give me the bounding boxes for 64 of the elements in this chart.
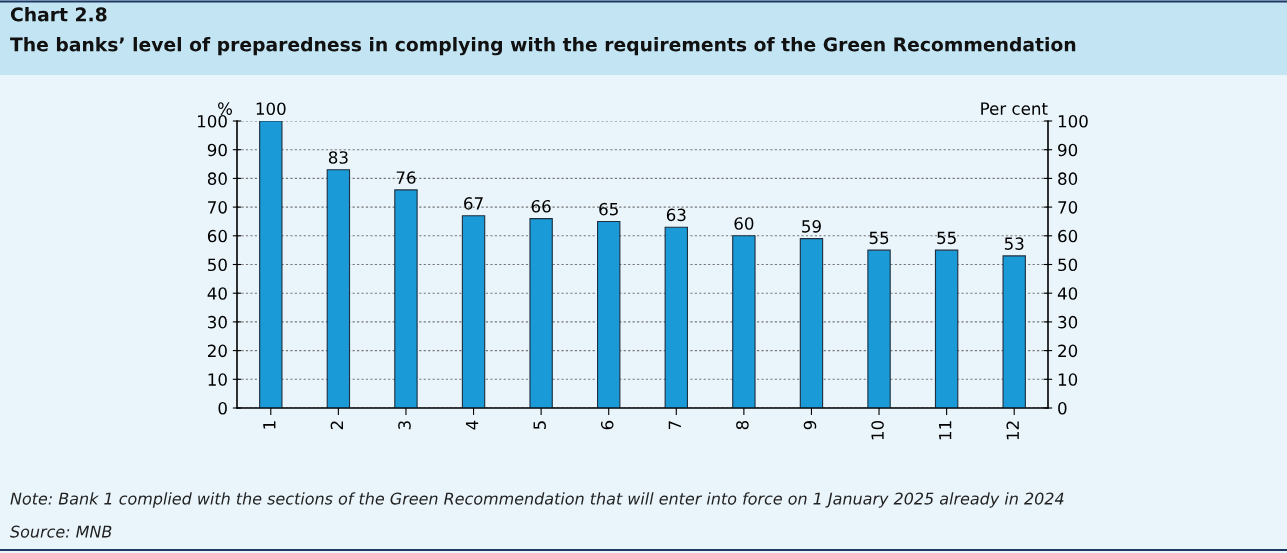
y2-tick-label: 30 <box>1058 315 1078 329</box>
y-axis-title: % <box>218 102 233 115</box>
bar <box>1002 255 1026 408</box>
data-label: 63 <box>666 208 686 222</box>
data-label: 55 <box>937 231 956 245</box>
y2-tick-label: 20 <box>1058 344 1078 358</box>
y2-tick-label: 40 <box>1057 287 1078 300</box>
y-tick-label: 80 <box>207 172 227 185</box>
data-label: 100 <box>256 102 286 115</box>
x-tick-label: 8 <box>736 420 749 430</box>
y2-tick-label: 60 <box>1058 229 1078 243</box>
y2-tick-label: 100 <box>1058 114 1088 128</box>
x-tick-label: 4 <box>465 420 479 430</box>
bar <box>529 218 553 408</box>
x-tick-label: 6 <box>600 420 614 430</box>
bar <box>664 226 688 408</box>
y-tick-label: 90 <box>207 143 227 157</box>
x-tick-label: 11 <box>939 421 952 440</box>
y2-tick-label: 50 <box>1058 258 1078 272</box>
y2-tick-label: 90 <box>1058 143 1078 157</box>
x-tick-label: 10 <box>871 420 884 440</box>
bar <box>934 249 959 408</box>
y-tick-label: 10 <box>208 373 227 386</box>
data-label: 53 <box>1004 237 1024 250</box>
text: Chart 2.8 <box>10 7 107 22</box>
data-label: 59 <box>802 220 821 233</box>
bar <box>461 215 486 408</box>
y-tick-label: 60 <box>207 229 227 243</box>
bar <box>597 220 621 408</box>
y-tick-label: 30 <box>208 315 227 329</box>
data-label: 67 <box>464 197 483 210</box>
x-tick-label: 1 <box>263 421 276 429</box>
y-tick-label: 50 <box>208 258 227 272</box>
source-note: Source: MNB <box>10 525 112 538</box>
x-tick-label: 5 <box>533 421 546 430</box>
data-label: 55 <box>869 231 889 245</box>
text: Note: Bank 1 complied with the sections of the Green Recommendation that will enter into force on 1 January 2025 already in 2024 <box>10 492 1064 508</box>
x-tick-label: 9 <box>803 420 817 430</box>
data-label: 66 <box>531 199 551 213</box>
data-label: 76 <box>396 171 416 184</box>
data-label: 60 <box>734 217 754 230</box>
y-tick-label: 0 <box>218 401 227 415</box>
y2-tick-label: 0 <box>1058 401 1067 415</box>
data-label: 65 <box>599 202 618 216</box>
bar <box>394 189 418 408</box>
bar <box>326 169 351 408</box>
y-tick-label: 100 <box>197 114 227 128</box>
chart-subtitle: The banks’ level of preparedness in complying with the requirements of the Green Recommendation <box>10 37 1076 56</box>
bar <box>732 235 756 408</box>
bar <box>799 238 824 408</box>
x-tick-label: 7 <box>668 421 681 430</box>
x-tick-label: 2 <box>330 421 343 430</box>
y2-axis-title: Per cent <box>981 102 1048 115</box>
y-tick-label: 20 <box>207 344 227 358</box>
y-tick-label: 40 <box>207 287 227 300</box>
y2-tick-label: 80 <box>1058 172 1078 185</box>
data-label: 83 <box>328 151 348 164</box>
bar <box>259 121 283 408</box>
y2-tick-label: 70 <box>1058 201 1078 214</box>
bar <box>867 249 891 408</box>
y-tick-label: 70 <box>208 201 227 214</box>
x-tick-label: 3 <box>398 421 411 430</box>
x-tick-label: 12 <box>1006 421 1019 440</box>
y2-tick-label: 10 <box>1058 373 1078 386</box>
